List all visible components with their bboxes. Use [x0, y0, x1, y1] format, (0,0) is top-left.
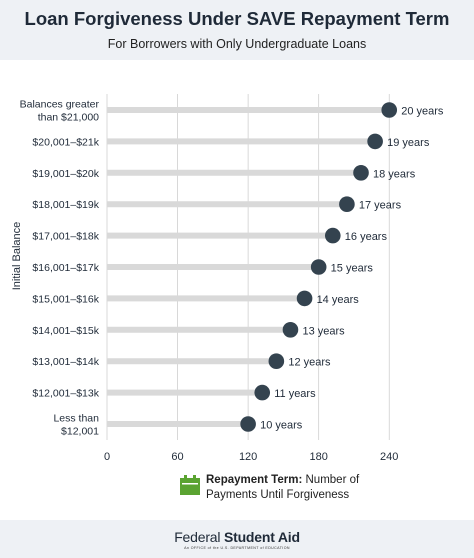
lollipop-dot [310, 259, 327, 275]
legend-text-rest: Number of [302, 474, 360, 486]
x-tick-label: 0 [104, 451, 110, 463]
legend-bold-text: Repayment Term: [206, 474, 303, 486]
lollipop-dot [268, 353, 285, 370]
chart-title: Loan Forgiveness Under SAVE Repayment Te… [24, 8, 450, 29]
category-label: Less than [53, 413, 99, 425]
x-tick-label: 120 [239, 451, 257, 463]
lollipop-dot [367, 133, 383, 150]
lollipop-dot [381, 102, 398, 118]
category-label: than $21,000 [38, 112, 99, 124]
category-label: $14,001–$15k [32, 325, 99, 337]
brand-logo: Federal Student Aid [0, 529, 474, 545]
x-tick-label: 180 [310, 451, 328, 463]
category-label: $12,001 [61, 426, 99, 438]
value-label: 19 years [387, 137, 430, 149]
brand-part1: Federal [174, 529, 224, 545]
legend: Repayment Term: Number of Payments Until… [180, 473, 440, 503]
lollipop-dot [240, 416, 256, 432]
lollipop-dot [353, 165, 369, 181]
chart-header: Loan Forgiveness Under SAVE Repayment Te… [0, 0, 474, 60]
value-label: 15 years [331, 263, 374, 275]
category-label: $16,001–$17k [32, 262, 99, 274]
x-tick-label: 240 [380, 451, 398, 463]
x-tick-label: 60 [171, 451, 183, 463]
lollipop-dot [324, 227, 341, 244]
value-label: 10 years [260, 420, 303, 432]
category-label: $20,001–$21k [32, 136, 99, 148]
lollipop-dot [254, 384, 271, 401]
lollipop-dot [282, 322, 299, 338]
category-label: $18,001–$19k [32, 199, 99, 211]
value-label: 20 years [401, 106, 444, 118]
value-label: 18 years [373, 168, 416, 180]
category-label: $15,001–$16k [32, 293, 99, 305]
value-label: 16 years [345, 231, 388, 243]
category-label: Balances greater [20, 99, 100, 111]
legend-text-line2: Payments Until Forgiveness [206, 489, 350, 501]
category-label: $13,001–$14k [32, 356, 99, 368]
legend-text: Repayment Term: Number of Payments Until… [206, 473, 359, 503]
chart-subtitle: For Borrowers with Only Undergraduate Lo… [107, 37, 367, 51]
lollipop-dot [296, 290, 313, 307]
category-label: $17,001–$18k [32, 231, 99, 243]
lollipop-dot [339, 196, 355, 212]
category-label: $19,001–$20k [32, 168, 99, 180]
value-label: 11 years [274, 388, 316, 400]
calendar-icon [180, 475, 200, 495]
brand-subtitle: An OFFICE of the U.S. DEPARTMENT of EDUC… [184, 546, 290, 550]
value-label: 12 years [288, 357, 331, 369]
category-label: $12,001–$13k [32, 388, 99, 400]
brand-part2: Student Aid [223, 529, 300, 545]
value-label: 17 years [359, 200, 402, 212]
value-label: 14 years [317, 294, 360, 306]
value-label: 13 years [302, 325, 345, 337]
footer: Federal Student Aid An OFFICE of the U.S… [0, 520, 474, 558]
